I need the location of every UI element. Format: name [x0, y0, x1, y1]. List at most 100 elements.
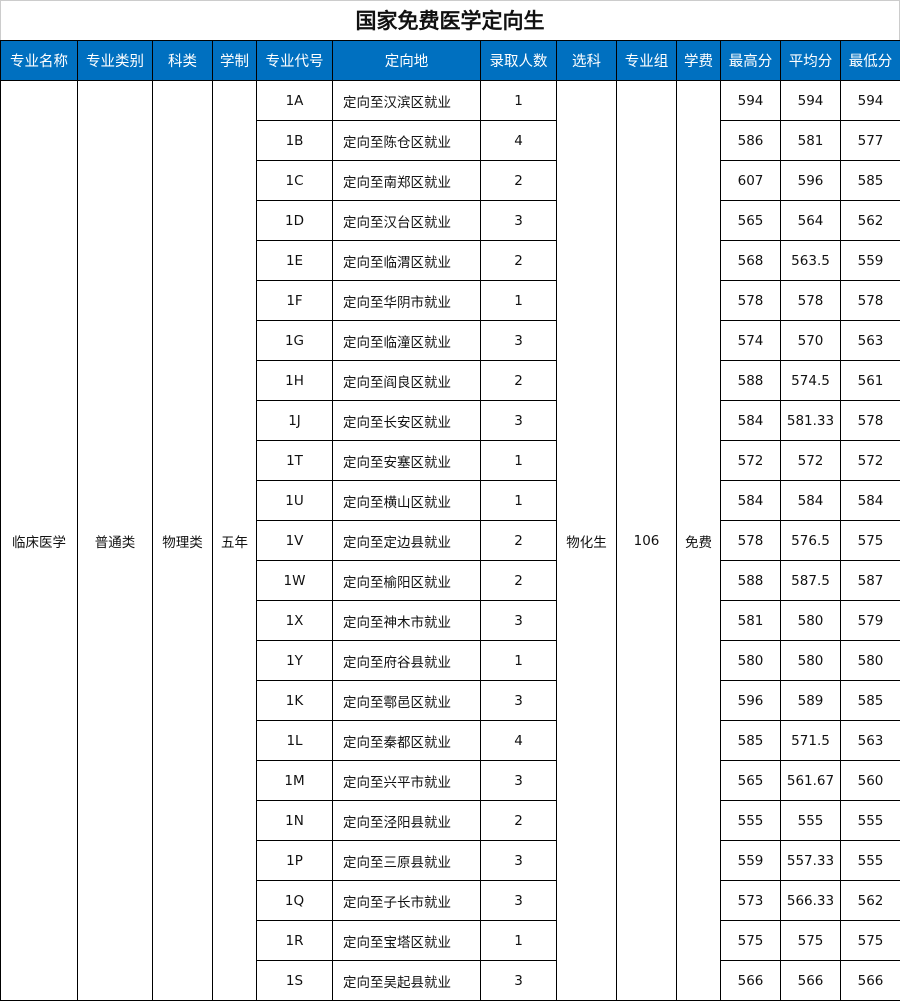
- page-title: 国家免费医学定向生: [0, 0, 900, 40]
- major-code-cell: 1M: [256, 760, 333, 801]
- admitted-count-cell: 4: [480, 720, 557, 761]
- max-score-cell: 580: [720, 640, 781, 681]
- column-header: 录取人数: [480, 40, 557, 81]
- admission-table: 专业名称 专业类别 科类 学制 专业代号 定向地 录取人数 选科 专业组 学费 最高分 平均分 最低分 …: [0, 40, 900, 1001]
- major-code-cell: 1T: [256, 440, 333, 481]
- max-score-cell: 578: [720, 520, 781, 561]
- destination-cell: 定向至泾阳县就业: [332, 800, 481, 841]
- duration-cell: 五年: [212, 80, 257, 1001]
- admitted-count-cell: 1: [480, 440, 557, 481]
- max-score-cell: 584: [720, 400, 781, 441]
- avg-score-cell: 566.33: [780, 880, 841, 921]
- admitted-count-cell: 2: [480, 800, 557, 841]
- table-row: 1W 定向至榆阳区就业 2 588 587.5 587: [1, 560, 900, 601]
- min-score-cell: 555: [840, 800, 900, 841]
- min-score-cell: 563: [840, 320, 900, 361]
- column-header: 最高分: [720, 40, 781, 81]
- major-code-cell: 1S: [256, 960, 333, 1001]
- destination-cell: 定向至横山区就业: [332, 480, 481, 521]
- min-score-cell: 560: [840, 760, 900, 801]
- major-code-cell: 1V: [256, 520, 333, 561]
- admitted-count-cell: 3: [480, 600, 557, 641]
- major-code-cell: 1C: [256, 160, 333, 201]
- avg-score-cell: 580: [780, 640, 841, 681]
- max-score-cell: 574: [720, 320, 781, 361]
- destination-cell: 定向至汉台区就业: [332, 200, 481, 241]
- table-row: 1R 定向至宝塔区就业 1 575 575 575: [1, 920, 900, 961]
- major-code-cell: 1E: [256, 240, 333, 281]
- min-score-cell: 562: [840, 200, 900, 241]
- admitted-count-cell: 1: [480, 920, 557, 961]
- major-code-cell: 1U: [256, 480, 333, 521]
- admitted-count-cell: 1: [480, 640, 557, 681]
- table-row: 1P 定向至三原县就业 3 559 557.33 555: [1, 840, 900, 881]
- max-score-cell: 585: [720, 720, 781, 761]
- table-row: 1Y 定向至府谷县就业 1 580 580 580: [1, 640, 900, 681]
- admitted-count-cell: 3: [480, 880, 557, 921]
- destination-cell: 定向至榆阳区就业: [332, 560, 481, 601]
- major-code-cell: 1J: [256, 400, 333, 441]
- max-score-cell: 578: [720, 280, 781, 321]
- destination-cell: 定向至秦都区就业: [332, 720, 481, 761]
- max-score-cell: 581: [720, 600, 781, 641]
- column-header: 平均分: [780, 40, 841, 81]
- min-score-cell: 584: [840, 480, 900, 521]
- max-score-cell: 565: [720, 760, 781, 801]
- admitted-count-cell: 3: [480, 400, 557, 441]
- avg-score-cell: 570: [780, 320, 841, 361]
- major-code-cell: 1P: [256, 840, 333, 881]
- max-score-cell: 607: [720, 160, 781, 201]
- max-score-cell: 555: [720, 800, 781, 841]
- table-row: 1N 定向至泾阳县就业 2 555 555 555: [1, 800, 900, 841]
- admitted-count-cell: 3: [480, 960, 557, 1001]
- column-header: 选科: [556, 40, 617, 81]
- min-score-cell: 578: [840, 280, 900, 321]
- avg-score-cell: 581.33: [780, 400, 841, 441]
- avg-score-cell: 576.5: [780, 520, 841, 561]
- min-score-cell: 563: [840, 720, 900, 761]
- table-row: 1S 定向至吴起县就业 3 566 566 566: [1, 960, 900, 1001]
- min-score-cell: 594: [840, 80, 900, 121]
- admitted-count-cell: 2: [480, 160, 557, 201]
- destination-cell: 定向至定边县就业: [332, 520, 481, 561]
- destination-cell: 定向至汉滨区就业: [332, 80, 481, 121]
- table-row: 1V 定向至定边县就业 2 578 576.5 575: [1, 520, 900, 561]
- destination-cell: 定向至三原县就业: [332, 840, 481, 881]
- destination-cell: 定向至安塞区就业: [332, 440, 481, 481]
- max-score-cell: 566: [720, 960, 781, 1001]
- major-category-cell: 普通类: [77, 80, 153, 1001]
- min-score-cell: 577: [840, 120, 900, 161]
- max-score-cell: 584: [720, 480, 781, 521]
- major-code-cell: 1B: [256, 120, 333, 161]
- avg-score-cell: 571.5: [780, 720, 841, 761]
- column-header: 专业类别: [77, 40, 153, 81]
- column-header: 专业名称: [0, 40, 78, 81]
- avg-score-cell: 575: [780, 920, 841, 961]
- tuition-cell: 免费: [676, 80, 721, 1001]
- major-code-cell: 1K: [256, 680, 333, 721]
- header-row: 专业名称 专业类别 科类 学制 专业代号 定向地 录取人数 选科 专业组 学费 最高分 平均分 最低分: [0, 40, 900, 81]
- subjects-cell: 物化生: [556, 80, 617, 1001]
- min-score-cell: 585: [840, 680, 900, 721]
- admitted-count-cell: 3: [480, 760, 557, 801]
- avg-score-cell: 557.33: [780, 840, 841, 881]
- min-score-cell: 585: [840, 160, 900, 201]
- max-score-cell: 586: [720, 120, 781, 161]
- major-code-cell: 1Q: [256, 880, 333, 921]
- min-score-cell: 587: [840, 560, 900, 601]
- destination-cell: 定向至宝塔区就业: [332, 920, 481, 961]
- admitted-count-cell: 4: [480, 120, 557, 161]
- admitted-count-cell: 3: [480, 680, 557, 721]
- table-row: 1J 定向至长安区就业 3 584 581.33 578: [1, 400, 900, 441]
- min-score-cell: 561: [840, 360, 900, 401]
- column-header: 学费: [676, 40, 721, 81]
- major-code-cell: 1D: [256, 200, 333, 241]
- avg-score-cell: 596: [780, 160, 841, 201]
- major-code-cell: 1W: [256, 560, 333, 601]
- column-header: 科类: [152, 40, 213, 81]
- major-code-cell: 1F: [256, 280, 333, 321]
- admitted-count-cell: 2: [480, 560, 557, 601]
- destination-cell: 定向至陈仓区就业: [332, 120, 481, 161]
- table-row: 1C 定向至南郑区就业 2 607 596 585: [1, 160, 900, 201]
- min-score-cell: 575: [840, 920, 900, 961]
